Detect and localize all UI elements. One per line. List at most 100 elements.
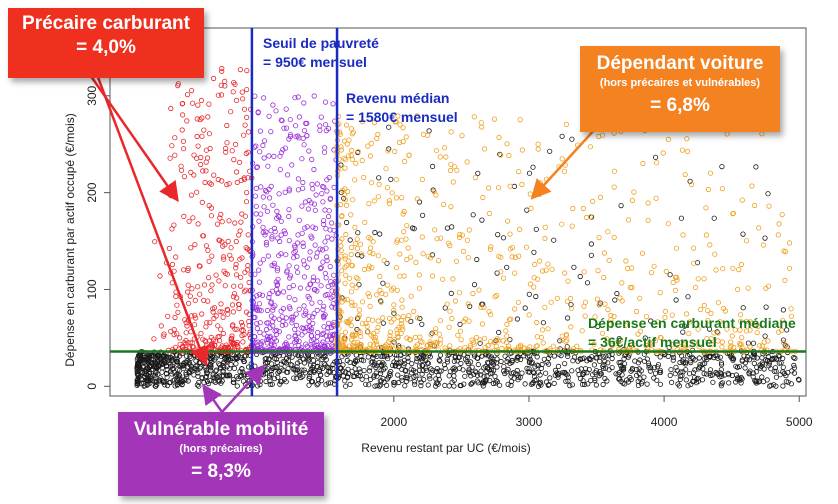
data-point <box>629 284 635 290</box>
data-point <box>300 356 306 362</box>
data-point <box>171 369 177 376</box>
data-point <box>365 328 371 335</box>
data-point <box>633 372 640 378</box>
data-point <box>301 312 307 318</box>
data-point <box>770 355 776 361</box>
data-point <box>677 373 684 379</box>
data-point <box>185 267 191 274</box>
data-point <box>592 375 598 381</box>
data-point <box>224 140 230 146</box>
data-point <box>485 342 491 349</box>
data-point <box>239 211 245 217</box>
data-point <box>732 327 738 333</box>
data-point <box>192 312 198 318</box>
data-point <box>399 375 405 381</box>
data-point <box>619 365 625 371</box>
data-point <box>208 288 214 294</box>
data-point <box>765 283 772 289</box>
data-point <box>331 184 337 190</box>
data-point <box>310 320 316 327</box>
data-point <box>278 308 284 314</box>
data-point <box>352 333 358 339</box>
data-point <box>534 319 540 326</box>
data-point <box>300 179 306 186</box>
data-point <box>436 357 442 363</box>
data-point <box>222 78 228 85</box>
data-point <box>233 361 239 367</box>
data-point <box>134 367 140 373</box>
data-point <box>188 366 194 373</box>
data-point <box>165 354 171 360</box>
data-point <box>366 263 372 269</box>
data-point <box>228 361 234 368</box>
data-point <box>384 282 391 288</box>
data-point <box>565 374 572 380</box>
data-point <box>173 293 179 299</box>
data-point <box>300 373 306 379</box>
data-point <box>580 378 586 384</box>
data-point <box>587 144 594 150</box>
data-point <box>516 253 522 259</box>
data-point <box>183 371 189 378</box>
data-point <box>614 290 620 297</box>
data-point <box>434 236 440 242</box>
data-point <box>399 304 405 310</box>
data-point <box>294 253 300 259</box>
data-point <box>519 181 525 188</box>
data-point <box>394 239 400 245</box>
data-point <box>190 100 196 106</box>
data-point <box>260 142 266 149</box>
data-point <box>429 273 436 279</box>
data-point <box>323 226 329 232</box>
data-point <box>476 287 482 293</box>
data-point <box>230 379 236 385</box>
data-point <box>611 184 617 190</box>
data-point <box>173 254 179 260</box>
data-point <box>412 381 418 387</box>
data-point <box>747 327 753 333</box>
data-point <box>707 370 713 376</box>
data-point <box>286 334 292 340</box>
data-point <box>413 259 419 265</box>
data-point <box>322 270 328 276</box>
data-point <box>739 197 745 203</box>
data-point <box>519 147 526 153</box>
data-point <box>795 376 802 382</box>
data-point <box>595 267 601 274</box>
data-point <box>268 300 274 306</box>
data-point <box>559 333 565 339</box>
data-point <box>341 192 347 198</box>
data-point <box>296 306 302 312</box>
data-point <box>654 364 661 370</box>
data-point <box>198 161 204 168</box>
data-point <box>246 323 252 329</box>
data-point <box>154 364 160 371</box>
data-point <box>495 185 502 191</box>
data-point <box>404 256 410 263</box>
data-point <box>358 333 364 339</box>
data-point <box>481 304 487 310</box>
data-point <box>319 191 325 197</box>
data-point <box>399 324 405 330</box>
data-point <box>231 157 237 163</box>
data-point <box>348 244 355 251</box>
data-point <box>211 378 217 384</box>
data-point <box>319 331 325 338</box>
data-point <box>192 242 198 248</box>
data-point <box>619 372 625 378</box>
data-point <box>542 235 548 241</box>
data-point <box>204 155 211 161</box>
data-point <box>409 225 416 231</box>
data-point <box>271 260 277 266</box>
data-point <box>219 68 225 74</box>
data-point <box>609 364 615 371</box>
data-point <box>301 128 308 134</box>
data-point <box>311 166 317 173</box>
data-point <box>443 154 449 160</box>
data-point <box>481 146 488 152</box>
data-point <box>796 377 802 383</box>
data-point <box>372 229 378 236</box>
data-point <box>343 231 349 238</box>
data-point <box>413 373 419 379</box>
data-point <box>504 369 510 375</box>
